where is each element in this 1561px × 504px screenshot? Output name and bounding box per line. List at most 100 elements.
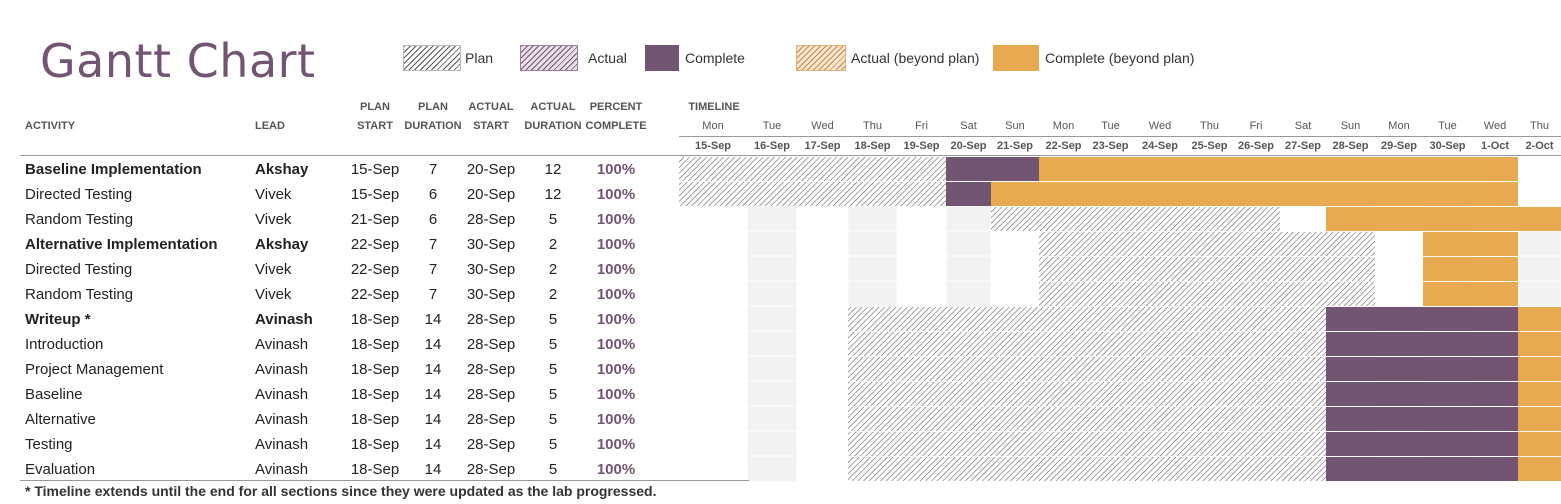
gantt-bar-plan: [991, 207, 1280, 231]
percent-complete: 100%: [596, 211, 636, 228]
lead-name: Avinash: [255, 336, 309, 353]
actual-start: 28-Sep: [466, 211, 516, 228]
gantt-bar-complete: [1326, 332, 1518, 356]
plan-duration: 14: [424, 336, 442, 353]
activity-name: Random Testing: [25, 211, 134, 228]
timeline-date-label: 30-Sep: [1429, 140, 1466, 152]
timeline-date-label: 19-Sep: [903, 140, 940, 152]
plan-start: 18-Sep: [350, 311, 400, 328]
actual-duration: 5: [548, 411, 558, 428]
timeline-rule-days: [679, 136, 1561, 137]
lead-name: Avinash: [255, 311, 313, 328]
actual-duration: 5: [548, 361, 558, 378]
timeline-day-label: Fri: [1249, 120, 1263, 132]
timeline-rule-dates: [679, 155, 1561, 156]
table-row: Introduction Avinash 18-Sep 14 28-Sep 5 100%: [20, 332, 679, 357]
timeline-date-label: 1-Oct: [1480, 140, 1510, 152]
plan-start: 18-Sep: [350, 461, 400, 478]
table-row: Random Testing Vivek 21-Sep 6 28-Sep 5 100%: [20, 207, 679, 232]
gantt-bar-plan: [848, 307, 1326, 331]
percent-complete: 100%: [596, 186, 636, 203]
legend-label-plan: Plan: [465, 50, 494, 66]
lead-name: Akshay: [255, 161, 309, 178]
timeline-date-label: 29-Sep: [1380, 140, 1418, 152]
legend-item-complete-beyond: Complete (beyond plan): [993, 44, 1194, 72]
table-top-rule: [20, 155, 679, 156]
timeline-date-label: 27-Sep: [1284, 140, 1322, 152]
percent-complete: 100%: [596, 361, 636, 378]
timeline-date-label: 25-Sep: [1191, 140, 1228, 152]
gantt-bar-plan: [1039, 257, 1375, 281]
legend-item-complete: Complete: [645, 44, 745, 72]
gantt-bar-plan: [848, 382, 1326, 406]
timeline-day-label: Mon: [702, 120, 724, 132]
gantt-bar-complete: [1326, 382, 1518, 406]
timeline-day-label: Sun: [1005, 120, 1025, 132]
timeline-day-label: Thu: [1200, 120, 1219, 132]
percent-complete: 100%: [596, 261, 636, 278]
header-actual-duration-line1: ACTUAL: [530, 101, 576, 113]
timeline-date-label: 23-Sep: [1092, 140, 1129, 152]
percent-complete: 100%: [596, 161, 636, 178]
header-plan-duration-line1: PLAN: [418, 101, 448, 113]
header-actual-start-line2: START: [473, 120, 509, 132]
lead-name: Vivek: [255, 211, 292, 228]
plan-duration: 6: [428, 211, 438, 228]
actual-start: 28-Sep: [466, 411, 516, 428]
timeline-day-label: Mon: [1052, 120, 1075, 132]
plan-start: 15-Sep: [350, 161, 400, 178]
timeline-day-label: Sun: [1340, 120, 1361, 132]
activity-name: Random Testing: [25, 286, 134, 303]
timeline-date-label: 28-Sep: [1332, 140, 1369, 152]
gantt-bar-complete-beyond: [1326, 207, 1561, 231]
table-row: Writeup * Avinash 18-Sep 14 28-Sep 5 100%: [20, 307, 679, 332]
legend-item-actual-beyond: Actual (beyond plan): [796, 44, 979, 72]
gantt-bar-complete-beyond: [1423, 282, 1518, 306]
gantt-bar-plan: [848, 357, 1326, 381]
header-plan-duration-line2: DURATION: [404, 120, 462, 132]
header-timeline: TIMELINE: [688, 101, 740, 113]
percent-complete: 100%: [596, 236, 636, 253]
lead-name: Avinash: [255, 386, 309, 403]
actual-start: 30-Sep: [466, 286, 516, 303]
plan-start: 22-Sep: [350, 236, 400, 253]
actual-start: 30-Sep: [466, 261, 516, 278]
percent-complete: 100%: [596, 311, 636, 328]
activity-name: Evaluation: [25, 461, 96, 478]
table-row: Alternative Implementation Akshay 22-Sep 7 3…: [20, 232, 679, 257]
plan-duration: 7: [428, 286, 438, 303]
gantt-bar-complete-beyond: [1518, 357, 1561, 381]
activity-name: Introduction: [25, 336, 104, 353]
lead-name: Vivek: [255, 286, 292, 303]
timeline-day-label: Tue: [762, 120, 782, 132]
lead-name: Avinash: [255, 436, 309, 453]
gantt-bar-plan: [679, 182, 946, 206]
table-row: Random Testing Vivek 22-Sep 7 30-Sep 2 100%: [20, 282, 679, 307]
gantt-bar-complete-beyond: [1039, 157, 1518, 181]
timeline-date-label: 16-Sep: [753, 140, 791, 152]
timeline-date-label: 17-Sep: [804, 140, 841, 152]
gantt-bar-complete: [1326, 307, 1518, 331]
gantt-bar-plan: [848, 332, 1326, 356]
plan-start: 21-Sep: [350, 211, 400, 228]
actual-start: 20-Sep: [466, 161, 516, 178]
gantt-bar-complete: [1326, 432, 1518, 456]
percent-complete: 100%: [596, 411, 636, 428]
gantt-bar-complete-beyond: [1518, 407, 1561, 431]
legend-swatch-complete: [645, 45, 679, 71]
lead-name: Vivek: [255, 261, 292, 278]
actual-duration: 2: [548, 261, 558, 278]
table-row: Testing Avinash 18-Sep 14 28-Sep 5 100%: [20, 432, 679, 457]
plan-start: 18-Sep: [350, 436, 400, 453]
plan-duration: 14: [424, 411, 442, 428]
plan-duration: 14: [424, 436, 442, 453]
plan-start: 18-Sep: [350, 361, 400, 378]
timeline-day-label: Tue: [1101, 120, 1120, 132]
header-percent-line1: PERCENT: [589, 101, 643, 113]
actual-duration: 2: [548, 286, 558, 303]
legend-label-complete-beyond: Complete (beyond plan): [1045, 50, 1195, 66]
legend-label-actual-beyond: Actual (beyond plan): [851, 50, 980, 66]
plan-duration: 7: [428, 261, 438, 278]
table-row: Directed Testing Vivek 22-Sep 7 30-Sep 2 100%: [20, 257, 679, 282]
gantt-bar-complete: [1326, 357, 1518, 381]
